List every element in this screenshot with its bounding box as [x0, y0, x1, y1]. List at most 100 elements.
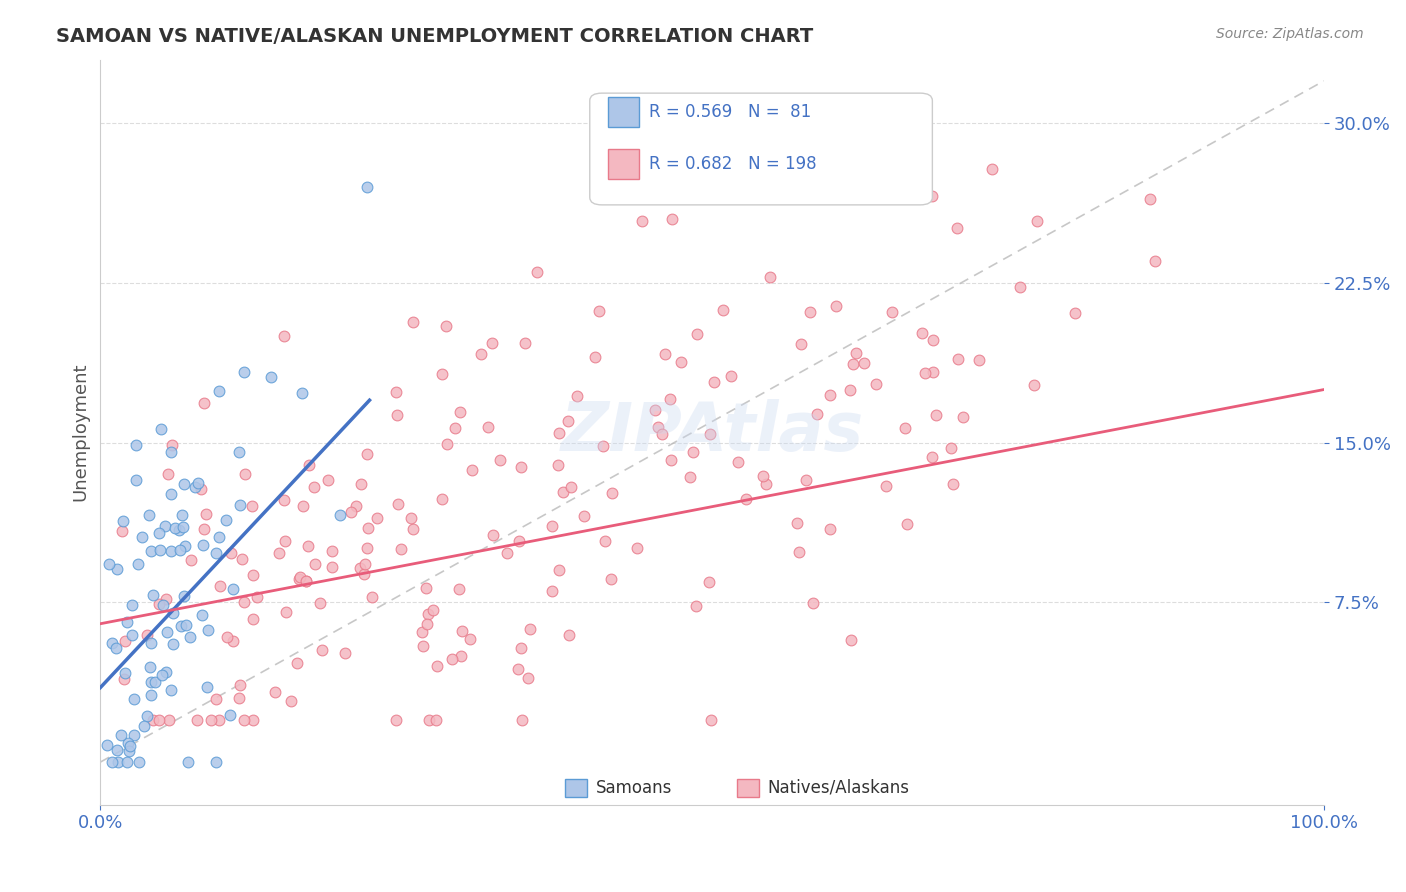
Point [245, 590, 267, 604]
Point [801, 596, 824, 610]
Point [356, 541, 378, 556]
Point [699, 427, 721, 442]
Point [685, 599, 707, 613]
Point [799, 305, 821, 319]
Point [148, 525, 170, 540]
Point [430, 367, 453, 381]
Point [481, 336, 503, 351]
Point [626, 541, 648, 555]
Point [173, 539, 195, 553]
Point [141, 636, 163, 650]
Point [205, 546, 228, 560]
Point [153, 518, 176, 533]
Point [526, 265, 548, 279]
Point [197, 680, 219, 694]
Point [519, 622, 541, 636]
Point [260, 370, 283, 384]
Point [426, 659, 449, 673]
Point [845, 346, 868, 360]
Point [160, 444, 183, 458]
Point [321, 544, 343, 558]
Point [818, 522, 841, 536]
Point [101, 636, 124, 650]
Point [297, 539, 319, 553]
Point [391, 542, 413, 557]
Point [295, 574, 318, 589]
Point [110, 728, 132, 742]
Point [190, 482, 212, 496]
Point [967, 353, 990, 368]
Point [197, 623, 219, 637]
Point [228, 691, 250, 706]
FancyBboxPatch shape [737, 779, 759, 797]
Point [288, 572, 311, 586]
Point [273, 493, 295, 508]
Point [242, 713, 264, 727]
Point [402, 315, 425, 329]
Point [152, 599, 174, 613]
Point [180, 553, 202, 567]
Point [745, 168, 768, 182]
Point [356, 180, 378, 194]
Point [139, 659, 162, 673]
Point [914, 366, 936, 380]
Point [208, 713, 231, 727]
Text: Natives/Alaskans: Natives/Alaskans [768, 779, 910, 797]
Point [759, 270, 782, 285]
Point [298, 458, 321, 473]
Point [686, 326, 709, 341]
Point [449, 405, 471, 419]
Point [101, 755, 124, 769]
Point [121, 599, 143, 613]
Point [482, 527, 505, 541]
Point [572, 509, 595, 524]
Point [160, 486, 183, 500]
Point [366, 511, 388, 525]
Point [752, 469, 775, 483]
Point [169, 543, 191, 558]
Point [240, 499, 263, 513]
Point [350, 476, 373, 491]
Point [111, 524, 134, 539]
Point [540, 584, 562, 599]
Point [148, 598, 170, 612]
Point [142, 588, 165, 602]
Point [134, 719, 156, 733]
Point [233, 467, 256, 481]
Point [939, 442, 962, 456]
Point [711, 303, 734, 318]
Point [560, 480, 582, 494]
Point [384, 713, 406, 727]
FancyBboxPatch shape [609, 97, 638, 127]
Point [600, 572, 623, 586]
Point [786, 516, 808, 531]
Point [156, 467, 179, 482]
Point [209, 579, 232, 593]
Point [159, 544, 181, 558]
Point [595, 534, 617, 549]
Point [583, 350, 606, 364]
Point [659, 452, 682, 467]
Point [353, 557, 375, 571]
Point [173, 476, 195, 491]
Point [385, 408, 408, 422]
Point [495, 546, 517, 560]
Point [117, 615, 139, 629]
Point [361, 590, 384, 604]
Point [285, 656, 308, 670]
Point [418, 713, 440, 727]
Point [176, 755, 198, 769]
Point [875, 479, 897, 493]
Point [461, 463, 484, 477]
Point [682, 445, 704, 459]
Point [290, 570, 312, 584]
Point [142, 713, 165, 727]
Point [679, 469, 702, 483]
Point [219, 708, 242, 723]
Point [215, 513, 238, 527]
Point [661, 211, 683, 226]
Point [169, 619, 191, 633]
Point [654, 347, 676, 361]
Point [125, 437, 148, 451]
Point [242, 612, 264, 626]
